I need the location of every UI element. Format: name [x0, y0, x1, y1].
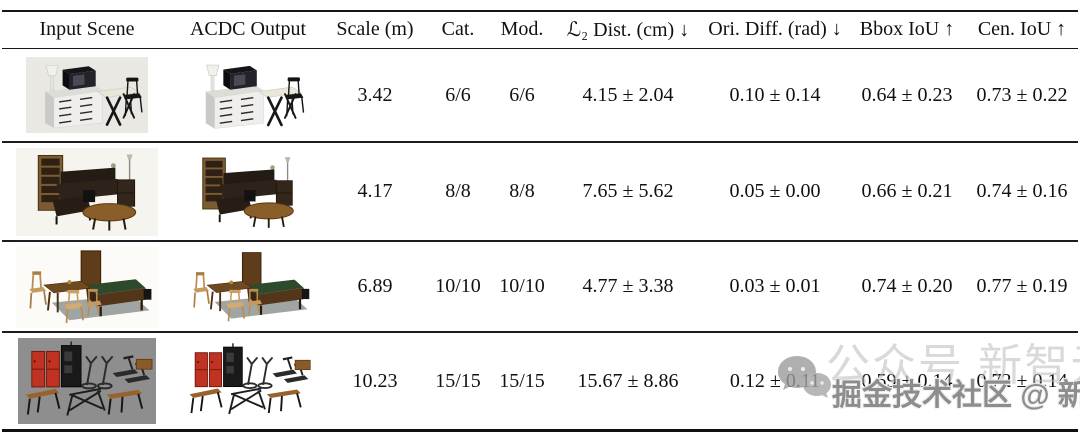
input-scene-cell [2, 142, 172, 241]
cat-cell: 6/6 [445, 83, 471, 106]
acdc-output-image [184, 58, 312, 132]
ori-diff-cell: 0.03 ± 0.01 [729, 275, 821, 297]
acdc-output-cell [172, 49, 324, 143]
mod-cell: 6/6 [509, 83, 535, 106]
mod-cell: 15/15 [499, 369, 545, 392]
scene-thumbnail [192, 251, 311, 322]
scene-thumbnail [28, 249, 153, 324]
results-table: Input Scene ACDC Output Scale (m) Cat. M… [2, 10, 1078, 432]
scene-thumbnail [201, 155, 295, 229]
bbox-iou-cell: 0.74 ± 0.20 [861, 275, 953, 297]
scene-thumbnail [188, 342, 312, 416]
table-row: 10.23 15/15 15/15 15.67 ± 8.86 0.12 ± 0.… [2, 332, 1078, 431]
mod-cell: 8/8 [509, 180, 535, 202]
table-row: 4.17 8/8 8/8 7.65 ± 5.62 0.05 ± 0.00 0.6… [2, 142, 1078, 241]
acdc-output-image [183, 248, 313, 326]
input-scene-cell [2, 241, 172, 332]
scene-thumbnail [24, 340, 154, 417]
scene-thumbnail [43, 64, 144, 130]
cen-iou-cell: 0.72 ± 0.14 [976, 369, 1068, 392]
cen-iou-cell: 0.74 ± 0.16 [976, 180, 1068, 202]
scale-cell: 6.89 [357, 275, 393, 297]
scene-thumbnail [37, 152, 137, 232]
input-scene-image [18, 338, 156, 424]
input-scene-image [16, 147, 158, 236]
scale-cell: 4.17 [357, 180, 393, 202]
ori-diff-cell: 0.10 ± 0.14 [729, 83, 821, 106]
cen-iou-cell: 0.73 ± 0.22 [976, 83, 1068, 106]
cat-cell: 8/8 [445, 180, 471, 202]
acdc-output-image [182, 341, 314, 421]
col-header-ori-diff: Ori. Diff. (rad) ↓ [708, 18, 842, 40]
scene-thumbnail [204, 63, 305, 130]
input-scene-image [16, 245, 158, 328]
input-scene-cell [2, 332, 172, 431]
col-header-l2-dist: ℒ₂ Dist. (cm) ↓ [566, 19, 690, 41]
col-header-cen-iou: Cen. IoU ↑ [977, 18, 1067, 40]
table-row: 6.89 10/10 10/10 4.77 ± 3.38 0.03 ± 0.01… [2, 241, 1078, 332]
col-header-cat: Cat. [441, 18, 475, 40]
l2-dist-cell: 7.65 ± 5.62 [582, 180, 674, 202]
acdc-output-cell [172, 142, 324, 241]
mod-cell: 10/10 [499, 275, 545, 297]
scale-cell: 3.42 [357, 83, 393, 106]
input-scene-image [26, 57, 148, 133]
col-header-bbox-iou: Bbox IoU ↑ [859, 18, 955, 40]
col-header-input-scene: Input Scene [39, 18, 135, 40]
l2-dist-cell: 15.67 ± 8.86 [577, 369, 679, 392]
bbox-iou-cell: 0.59 ± 0.14 [861, 369, 953, 392]
acdc-output-image [182, 150, 314, 234]
ori-diff-cell: 0.05 ± 0.00 [729, 180, 821, 202]
bbox-iou-cell: 0.66 ± 0.21 [861, 180, 953, 202]
acdc-output-cell [172, 332, 324, 431]
scale-cell: 10.23 [352, 369, 398, 392]
cat-cell: 15/15 [435, 369, 481, 392]
header-row: Input Scene ACDC Output Scale (m) Cat. M… [2, 11, 1078, 49]
col-header-scale: Scale (m) [336, 18, 414, 40]
table-row: 3.42 6/6 6/6 4.15 ± 2.04 0.10 ± 0.14 0.6… [2, 49, 1078, 143]
col-header-acdc-output: ACDC Output [189, 18, 307, 40]
l2-dist-cell: 4.77 ± 3.38 [582, 275, 674, 297]
acdc-output-cell [172, 241, 324, 332]
bbox-iou-cell: 0.64 ± 0.23 [861, 83, 953, 106]
input-scene-cell [2, 49, 172, 143]
col-header-mod: Mod. [500, 18, 544, 40]
l2-dist-cell: 4.15 ± 2.04 [582, 83, 674, 106]
ori-diff-cell: 0.12 ± 0.11 [729, 369, 821, 392]
cat-cell: 10/10 [435, 275, 481, 297]
cen-iou-cell: 0.77 ± 0.19 [976, 275, 1068, 297]
